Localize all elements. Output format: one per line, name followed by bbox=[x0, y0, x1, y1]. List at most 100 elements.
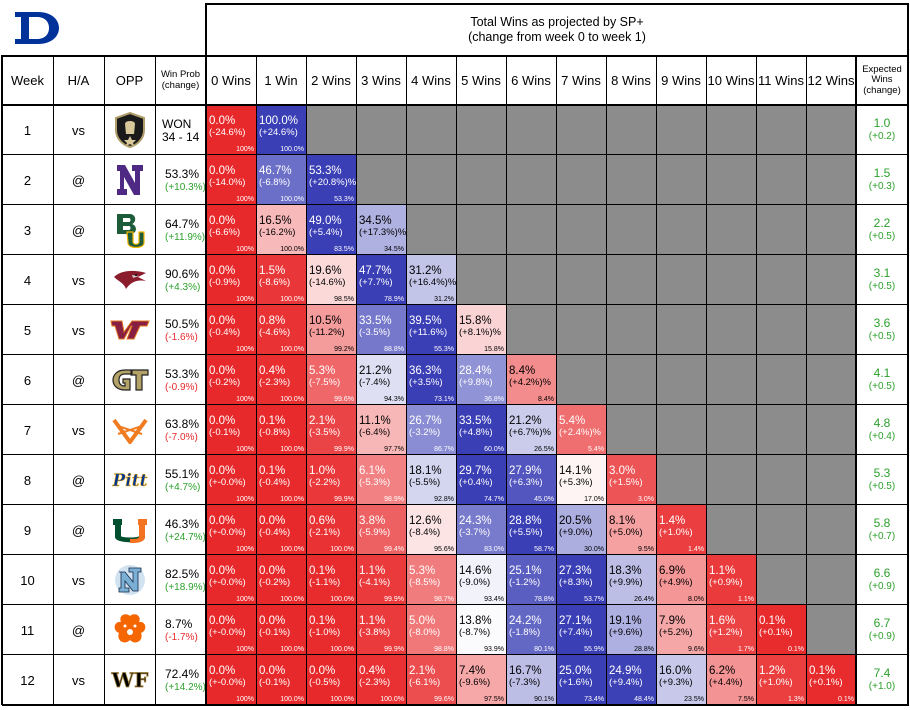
change-label: (-6.4%) bbox=[359, 427, 391, 438]
week-cell: 9 bbox=[23, 522, 32, 538]
miami-logo-icon bbox=[111, 516, 149, 544]
heatmap-cell: 3.8% (-5.9%) 99.4% bbox=[356, 505, 406, 555]
empty-cell bbox=[806, 605, 856, 655]
empty-cell bbox=[606, 105, 656, 155]
row-line bbox=[2, 354, 909, 355]
probability-label: 0.0% bbox=[309, 665, 336, 677]
cumulative-label: 100.0% bbox=[330, 546, 354, 553]
change-label: (+6.3%) bbox=[509, 477, 543, 488]
cumulative-label: 100.0% bbox=[330, 596, 354, 603]
change-label: (-14.6%) bbox=[309, 277, 346, 288]
column-line bbox=[855, 55, 857, 705]
cumulative-label: 73.4% bbox=[584, 696, 604, 703]
heatmap-cell: 29.7% (+0.4%) 74.7% bbox=[456, 455, 506, 505]
heatmap-cell: 21.2% (-7.4%) 94.3% bbox=[356, 355, 406, 405]
change-label: (-8.4%) bbox=[409, 527, 441, 538]
row-line bbox=[2, 454, 909, 455]
heatmap-cell: 0.1% (-1.1%) 100.0% bbox=[306, 555, 356, 605]
empty-cell bbox=[656, 205, 706, 255]
cumulative-label: 26.4% bbox=[634, 596, 654, 603]
cumulative-label: 98.9% bbox=[384, 496, 404, 503]
heatmap-cell: 0.0% (-0.2%) 100% bbox=[206, 355, 256, 405]
row-line bbox=[2, 254, 909, 255]
cumulative-label: 100% bbox=[236, 246, 254, 253]
change-label: (+-0.0%) bbox=[209, 627, 246, 638]
header-expected-line: Expected bbox=[862, 63, 902, 75]
cumulative-label: 100.0% bbox=[380, 696, 404, 703]
probability-label: 24.3% bbox=[459, 515, 492, 527]
win-prob-change: (+14.2%) bbox=[165, 682, 206, 693]
probability-label: 100.0% bbox=[259, 115, 299, 127]
probability-label: 3.8% bbox=[359, 515, 386, 527]
expected-wins-cell: 1.0 (+0.2) bbox=[856, 117, 908, 143]
week-cell: 6 bbox=[23, 372, 32, 388]
cumulative-label: 99.4% bbox=[384, 546, 404, 553]
column-line bbox=[506, 55, 507, 705]
wake-forest-logo-icon: WF bbox=[110, 666, 149, 694]
cumulative-label: 100% bbox=[236, 346, 254, 353]
probability-label: 25.0% bbox=[559, 665, 592, 677]
header-bottom-line bbox=[2, 104, 909, 106]
cumulative-label: 100.0% bbox=[280, 496, 304, 503]
home-away-cell: vs bbox=[72, 322, 85, 338]
probability-label: 27.1% bbox=[559, 615, 592, 627]
cumulative-label: 7.5% bbox=[738, 696, 754, 703]
probability-label: 27.3% bbox=[559, 565, 592, 577]
heatmap-cell: 7.4% (-9.6%) 97.5% bbox=[456, 655, 506, 705]
probability-label: 0.0% bbox=[209, 265, 236, 277]
cumulative-label: 53.3% bbox=[334, 196, 354, 203]
cumulative-label: 94.3% bbox=[384, 396, 404, 403]
column-line bbox=[1, 55, 3, 705]
heatmap-cell: 1.6% (+1.2%) 1.7% bbox=[706, 605, 756, 655]
outer-top-line bbox=[206, 3, 909, 5]
empty-cell bbox=[506, 305, 556, 355]
empty-cell bbox=[756, 405, 806, 455]
cumulative-label: 100.0% bbox=[280, 596, 304, 603]
win-prob-cell: 72.4% (+14.2%) bbox=[165, 668, 209, 694]
change-label: (+4.4%) bbox=[709, 677, 743, 688]
cumulative-label: 60.0% bbox=[484, 446, 504, 453]
win-prob-cell: 53.3% (+10.3%) bbox=[165, 168, 209, 194]
empty-cell bbox=[706, 405, 756, 455]
change-label: (-2.3%) bbox=[259, 377, 291, 388]
cumulative-label: 73.1% bbox=[434, 396, 454, 403]
probability-label: 1.1% bbox=[359, 615, 386, 627]
cumulative-label: 100.0% bbox=[280, 246, 304, 253]
probability-label: 26.7% bbox=[409, 415, 442, 427]
win-prob-value: 63.8% bbox=[165, 417, 200, 431]
column-line bbox=[556, 55, 557, 705]
cumulative-label: 100.0% bbox=[280, 546, 304, 553]
header-wins-11: 11 Wins bbox=[758, 73, 804, 88]
week-cell: 8 bbox=[23, 472, 32, 488]
heatmap-cell: 7.9% (+5.2%) 9.6% bbox=[656, 605, 706, 655]
heatmap-cell: 0.0% (-14.0%) 100% bbox=[206, 155, 256, 205]
probability-label: 0.1% bbox=[259, 415, 286, 427]
win-prob-change: (+18.9%) bbox=[165, 582, 206, 593]
heatmap-cell: 0.1% (-1.0%) 100.0% bbox=[306, 605, 356, 655]
empty-cell bbox=[606, 305, 656, 355]
change-label: (-0.8%) bbox=[259, 427, 291, 438]
cumulative-label: 0.1% bbox=[838, 696, 854, 703]
week-cell: 5 bbox=[23, 322, 32, 338]
change-label: (-0.1%) bbox=[259, 677, 291, 688]
probability-label: 0.0% bbox=[209, 415, 236, 427]
change-label: (-0.2%) bbox=[209, 377, 241, 388]
probability-label: 0.0% bbox=[209, 165, 236, 177]
header-wins-6: 6 Wins bbox=[511, 73, 551, 88]
empty-cell bbox=[406, 155, 456, 205]
row-line bbox=[2, 204, 909, 205]
probability-label: 0.1% bbox=[309, 615, 336, 627]
heatmap-cell: 1.0% (-2.2%) 99.9% bbox=[306, 455, 356, 505]
heatmap-cell: 49.0% (+5.4%) 83.5% bbox=[306, 205, 356, 255]
change-label: (-2.3%) bbox=[359, 677, 391, 688]
win-prob-value: 64.7% bbox=[165, 217, 200, 231]
heatmap-cell: 24.2% (-1.8%) 80.1% bbox=[506, 605, 556, 655]
cumulative-label: 100% bbox=[236, 496, 254, 503]
row-line bbox=[2, 554, 909, 555]
empty-cell bbox=[556, 155, 606, 205]
empty-cell bbox=[656, 105, 706, 155]
change-label: (-11.2%) bbox=[309, 327, 345, 338]
baylor-logo-icon bbox=[115, 212, 145, 249]
heatmap-cell: 26.7% (-3.2%) 86.7% bbox=[406, 405, 456, 455]
cumulative-label: 23.5% bbox=[684, 696, 704, 703]
